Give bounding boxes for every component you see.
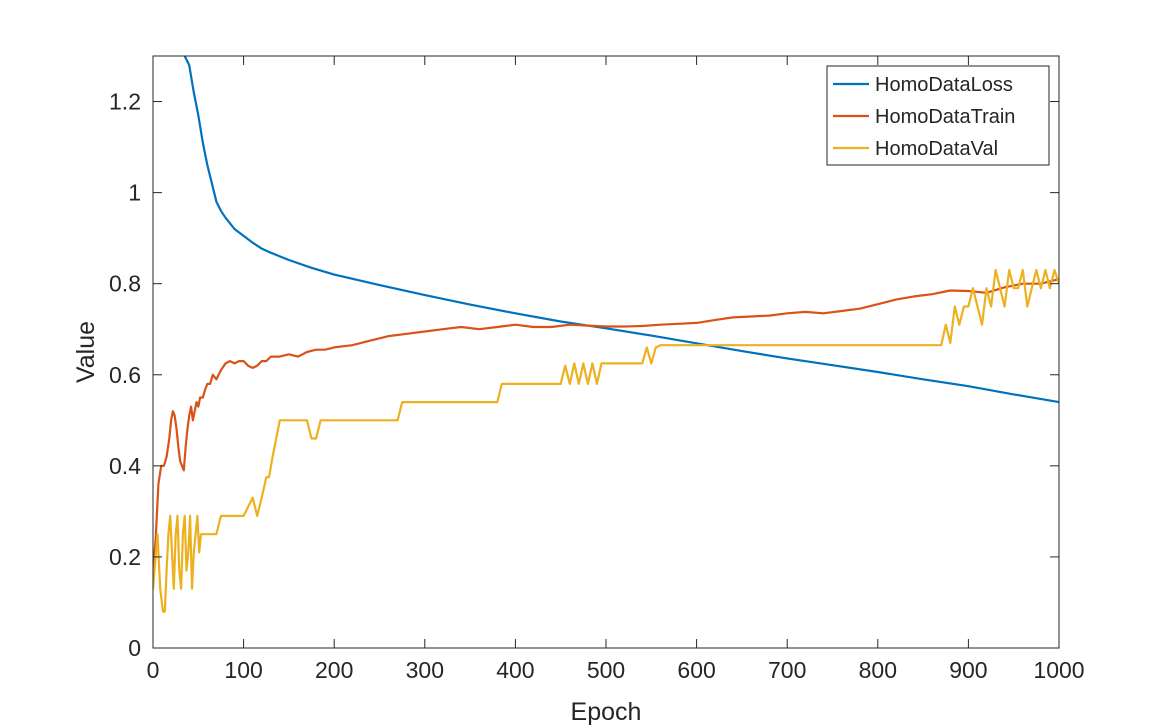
- x-tick-label: 0: [147, 657, 160, 683]
- plot-area: 0 100 200 300 400 500 600 700 800 900 1000 0 0.2 0.4 0…: [109, 55, 1085, 683]
- x-tick-label: 600: [677, 657, 715, 683]
- x-tick-label: 300: [406, 657, 444, 683]
- x-tick-label: 700: [768, 657, 806, 683]
- x-tick-label: 900: [949, 657, 987, 683]
- y-tick-label: 0.2: [109, 544, 141, 570]
- x-axis-label: Epoch: [571, 698, 642, 726]
- series-line-2: [153, 268, 1059, 613]
- y-axis-label: Value: [72, 321, 100, 383]
- x-tick-label: 100: [224, 657, 262, 683]
- y-tick-label: 0: [128, 635, 141, 661]
- legend-label-1: HomoDataTrain: [875, 106, 1015, 128]
- y-tick-label: 1: [128, 180, 141, 206]
- series-line-1: [153, 278, 1059, 571]
- series-layer: [153, 56, 1059, 613]
- ticks-layer: 0 100 200 300 400 500 600 700 800 900 1000 0 0.2 0.4 0…: [109, 56, 1085, 683]
- x-tick-label: 1000: [1033, 657, 1084, 683]
- x-tick-label: 400: [496, 657, 534, 683]
- legend: HomoDataLoss HomoDataTrain HomoDataVal: [826, 65, 1050, 166]
- y-tick-label: 0.8: [109, 271, 141, 297]
- y-tick-label: 0.6: [109, 362, 141, 388]
- series-line-0: [183, 56, 1059, 404]
- legend-entries: HomoDataLoss HomoDataTrain HomoDataVal: [833, 74, 1015, 160]
- x-tick-label: 500: [587, 657, 625, 683]
- legend-label-0: HomoDataLoss: [875, 74, 1013, 96]
- y-tick-label: 1.2: [109, 89, 141, 115]
- x-tick-label: 800: [859, 657, 897, 683]
- legend-label-2: HomoDataVal: [875, 138, 998, 160]
- x-tick-label: 200: [315, 657, 353, 683]
- y-tick-label: 0.4: [109, 453, 141, 479]
